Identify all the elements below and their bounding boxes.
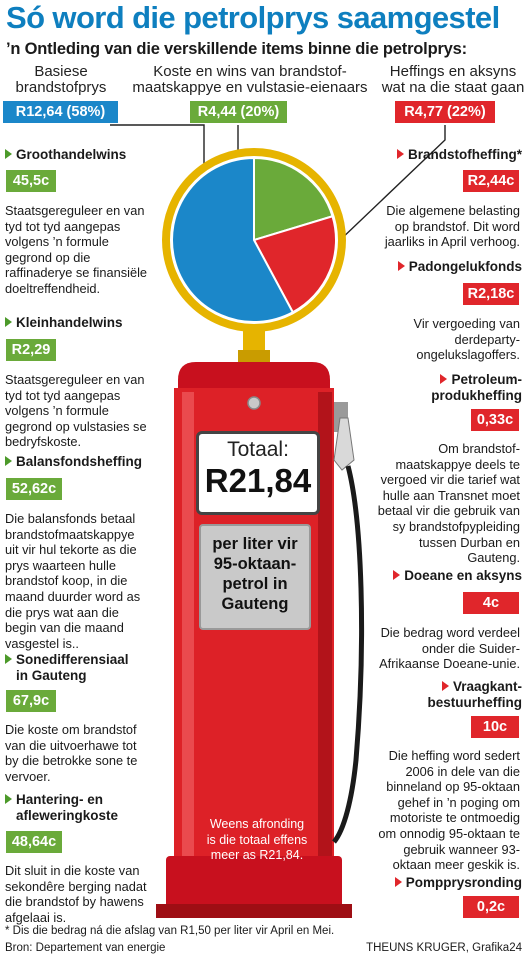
page-subtitle: ’n Ontleding van die verskillende items … (6, 40, 467, 58)
right-item-desc: Om brandstof-maatskappye deels te vergoe… (377, 441, 520, 566)
total-box: Totaal: R21,84 (196, 431, 320, 515)
left-item-value: 48,64c (6, 831, 62, 853)
right-item-value: 10c (471, 716, 519, 738)
category-oil-label: Koste en wins van brandstof-maatskappye … (132, 63, 368, 96)
bullet-triangle-icon (5, 456, 12, 466)
left-item-value: 45,5c (6, 170, 56, 192)
right-item-value: R2,44c (463, 170, 519, 192)
left-item-heading: Sonedifferensiaal in Gauteng (5, 652, 129, 684)
pump-cap (178, 362, 330, 392)
pump-nozzle (333, 417, 355, 471)
bullet-triangle-icon (394, 877, 402, 887)
bullet-triangle-icon (5, 794, 12, 804)
bullet-triangle-icon (440, 374, 448, 384)
source: Bron: Departement van energie (5, 942, 166, 954)
right-item-desc: Die bedrag word verdeel onder die Suider… (379, 625, 520, 672)
right-item-value: 4c (463, 592, 519, 614)
total-label: Totaal: (227, 438, 289, 461)
left-item-value: R2,29 (6, 339, 56, 361)
left-item-heading: Groothandelwins (5, 147, 126, 163)
right-item-desc: Vir vergoeding van derdeparty-ongeluksla… (413, 316, 520, 363)
right-item-desc: Die heffing word sedert 2006 in dele van… (378, 748, 520, 873)
right-item-heading: Brandstofheffing* (397, 147, 522, 163)
left-item-value: 52,62c (6, 478, 62, 500)
bullet-triangle-icon (5, 149, 12, 159)
pump-body-highlight (182, 392, 194, 856)
right-item-heading: Pompprysronding (394, 875, 522, 891)
pump-skirt (166, 856, 342, 908)
left-item-desc: Dit sluit in die koste van sekondêre ber… (5, 863, 147, 925)
left-item-desc: Staatsgereguleer en van tyd tot tyd aang… (5, 372, 147, 450)
per-liter-box: per liter vir 95-oktaan-petrol in Gauten… (199, 524, 311, 630)
right-item-value: 0,2c (463, 896, 519, 918)
page-title: Só word die petrolprys saamgestel (6, 0, 500, 35)
right-item-heading: Vraagkant-bestuurheffing (427, 679, 523, 710)
bullet-triangle-icon (397, 149, 404, 159)
per-liter-text: per liter vir 95-oktaan-petrol in Gauten… (212, 535, 298, 613)
pump-stem-collar (238, 350, 270, 362)
category-state-badge: R4,77 (22%) (395, 101, 495, 123)
total-value: R21,84 (204, 462, 312, 499)
pump-base (156, 904, 352, 918)
rounding-note: Weens afronding is die totaal effens mee… (206, 817, 308, 862)
left-item-heading: Hantering- en afleweringkoste (5, 792, 118, 824)
right-item-heading: Petroleum-produkheffing (431, 372, 522, 403)
left-item-heading: Balansfondsheffing (5, 454, 142, 470)
bullet-triangle-icon (5, 317, 12, 327)
pie-slice (253, 156, 334, 242)
bullet-triangle-icon (393, 570, 401, 580)
right-item-heading: Padongelukfonds (397, 259, 522, 275)
right-item-value: 0,33c (471, 409, 519, 431)
bullet-triangle-icon (397, 261, 405, 271)
left-item-heading: Kleinhandelwins (5, 315, 123, 331)
left-item-value: 67,9c (6, 690, 56, 712)
pump-hose (331, 465, 365, 844)
pie-slice (252, 214, 337, 314)
right-item-heading: Doeane en aksyns (393, 568, 522, 584)
left-item-desc: Staatsgereguleer en van tyd tot tyd aang… (5, 203, 148, 296)
bullet-triangle-icon (5, 654, 12, 664)
category-basic-label: Basiese brandstofprys (15, 63, 107, 96)
credit: THEUNS KRUGER, Grafika24 (366, 942, 522, 954)
left-item-desc: Die balansfonds betaal brandstofmaatskap… (5, 511, 141, 651)
pie-slice (171, 156, 295, 323)
connector-line-state (315, 125, 446, 264)
category-basic-badge: R12,64 (58%) (3, 101, 118, 123)
right-item-desc: Die algemene belasting op brandstof. Dit… (384, 203, 520, 250)
pump-body-shadow (318, 392, 332, 856)
category-state-label: Heffings en aksyns wat na die staat gaan (381, 63, 525, 96)
left-item-desc: Die koste om brandstof van die uitvoerha… (5, 722, 138, 784)
bullet-triangle-icon (441, 681, 449, 691)
pump-bolt (247, 396, 261, 410)
pie-slices (171, 156, 337, 323)
footnote: * Dis die bedrag ná die afslag van R1,50… (5, 925, 335, 937)
right-item-value: R2,18c (463, 283, 519, 305)
category-oil-badge: R4,44 (20%) (190, 101, 287, 123)
